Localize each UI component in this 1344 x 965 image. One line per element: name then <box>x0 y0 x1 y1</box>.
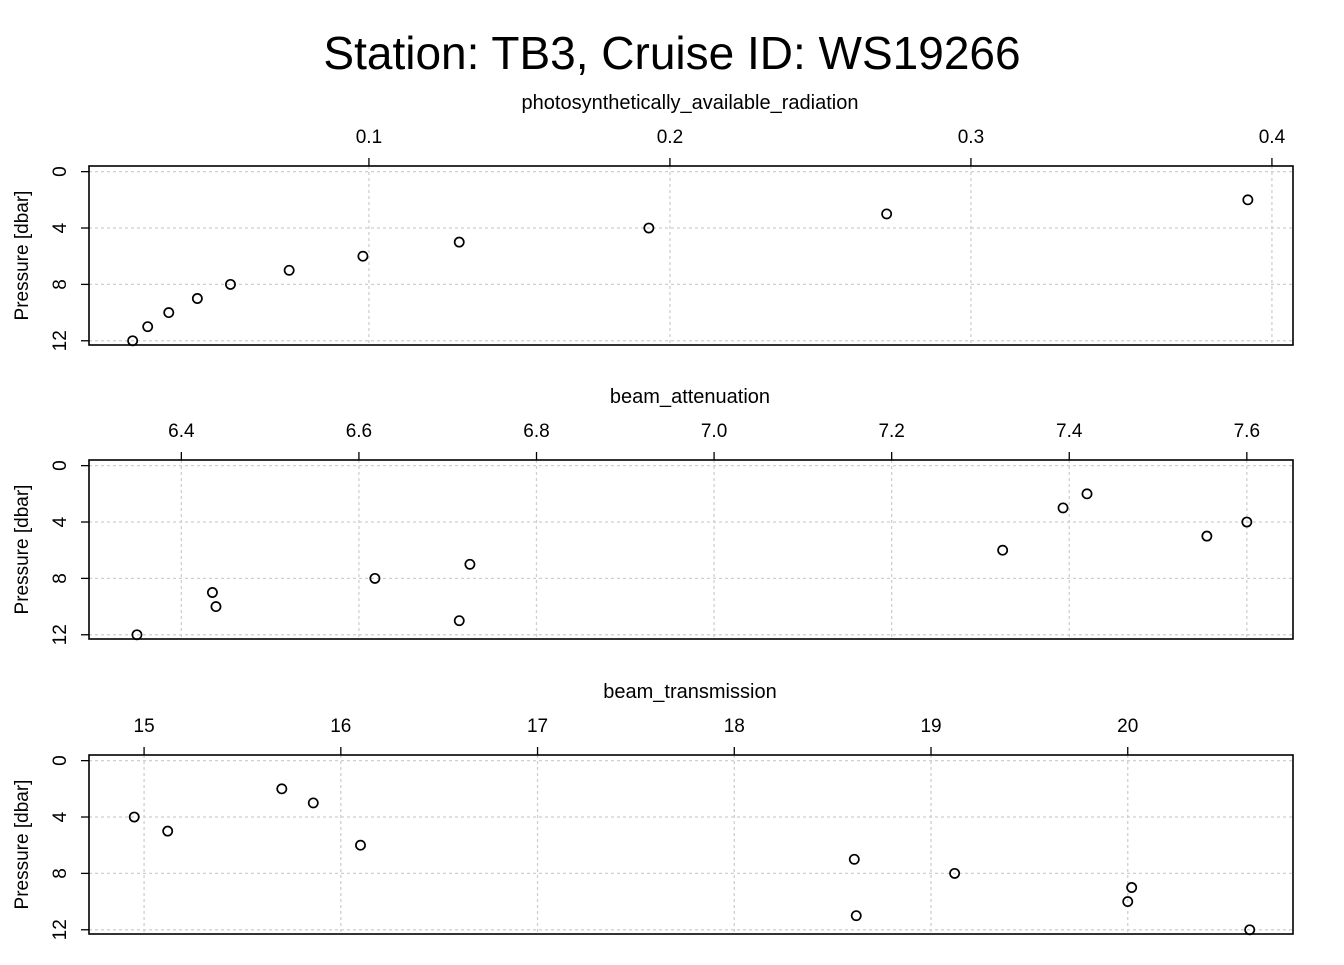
x-tick-label: 16 <box>330 716 351 737</box>
y-tick-label: 8 <box>50 279 71 290</box>
data-point <box>225 278 236 290</box>
data-point <box>453 236 465 248</box>
y-tick-label: 0 <box>50 460 71 471</box>
y-tick-label: 4 <box>50 222 71 233</box>
data-point <box>357 250 369 262</box>
plot-frame <box>88 165 1294 346</box>
y-tick-label: 0 <box>50 755 71 766</box>
data-point <box>163 307 175 319</box>
data-point <box>949 867 961 879</box>
data-point <box>453 615 465 627</box>
x-tick-label: 20 <box>1117 716 1138 737</box>
y-tick-label: 12 <box>50 624 71 645</box>
data-point <box>283 264 295 276</box>
data-point <box>355 839 366 851</box>
plot-frame <box>88 459 1294 640</box>
y-tick-label: 8 <box>50 573 71 584</box>
data-point <box>210 601 222 613</box>
y-tick-label: 0 <box>50 166 71 177</box>
data-point <box>128 811 140 823</box>
data-point <box>127 335 139 347</box>
panel-title: beam_transmission <box>603 681 776 703</box>
data-point <box>997 544 1009 556</box>
x-tick-label: 0.3 <box>958 127 984 148</box>
x-tick-label: 6.6 <box>346 421 372 442</box>
data-point <box>1122 896 1134 908</box>
data-point <box>848 853 860 865</box>
data-point <box>1242 194 1254 206</box>
data-point <box>1201 530 1213 542</box>
data-point <box>191 293 203 304</box>
data-point <box>850 910 862 922</box>
data-point <box>643 222 655 234</box>
y-tick-label: 12 <box>50 330 71 351</box>
data-point <box>1126 882 1138 893</box>
data-point <box>1081 488 1093 500</box>
x-tick-label: 7.4 <box>1056 421 1083 442</box>
x-tick-label: 6.4 <box>168 421 195 442</box>
plot-frame <box>88 754 1294 935</box>
x-tick-label: 0.1 <box>356 127 382 148</box>
panel-3: beam_transmission 15 16 17 18 19 20 0 4 8 12 Pressu… <box>12 681 1294 940</box>
data-point <box>307 797 319 809</box>
data-point <box>369 572 381 584</box>
x-tick-label: 17 <box>527 716 548 737</box>
data-point <box>206 587 218 598</box>
data-point <box>142 321 154 333</box>
x-tick-label: 15 <box>134 716 155 737</box>
x-tick-label: 0.4 <box>1259 127 1286 148</box>
chart-title: Station: TB3, Cruise ID: WS19266 <box>323 27 1020 79</box>
x-tick-label: 0.2 <box>657 127 683 148</box>
data-point <box>464 558 476 570</box>
x-tick-label: 6.8 <box>523 421 549 442</box>
data-point <box>1244 924 1256 936</box>
x-tick-label: 7.6 <box>1234 421 1260 442</box>
data-point <box>162 825 174 837</box>
y-tick-label: 4 <box>50 516 71 527</box>
data-point <box>131 629 143 641</box>
data-point <box>1241 516 1253 528</box>
panels: photosynthetically_available_radiation 0.… <box>12 92 1294 940</box>
x-tick-label: 7.2 <box>878 421 904 442</box>
y-axis-label: Pressure [dbar] <box>12 780 33 910</box>
data-point <box>881 208 893 220</box>
y-tick-label: 8 <box>50 868 71 879</box>
x-tick-label: 7.0 <box>701 421 727 442</box>
x-tick-label: 18 <box>724 716 745 737</box>
data-point <box>1057 502 1069 514</box>
panel-1: photosynthetically_available_radiation 0.… <box>12 92 1294 351</box>
panel-title: photosynthetically_available_radiation <box>522 92 859 114</box>
y-axis-label: Pressure [dbar] <box>12 191 33 321</box>
panel-2: beam_attenuation 6.4 6.6 6.8 7.0 7.2 7.4 7.6 0 4 8… <box>12 386 1294 645</box>
y-axis-label: Pressure [dbar] <box>12 485 33 615</box>
y-tick-label: 12 <box>50 919 71 940</box>
x-tick-label: 19 <box>920 716 941 737</box>
data-point <box>276 783 288 795</box>
y-tick-label: 4 <box>50 811 71 822</box>
panel-title: beam_attenuation <box>610 386 770 408</box>
